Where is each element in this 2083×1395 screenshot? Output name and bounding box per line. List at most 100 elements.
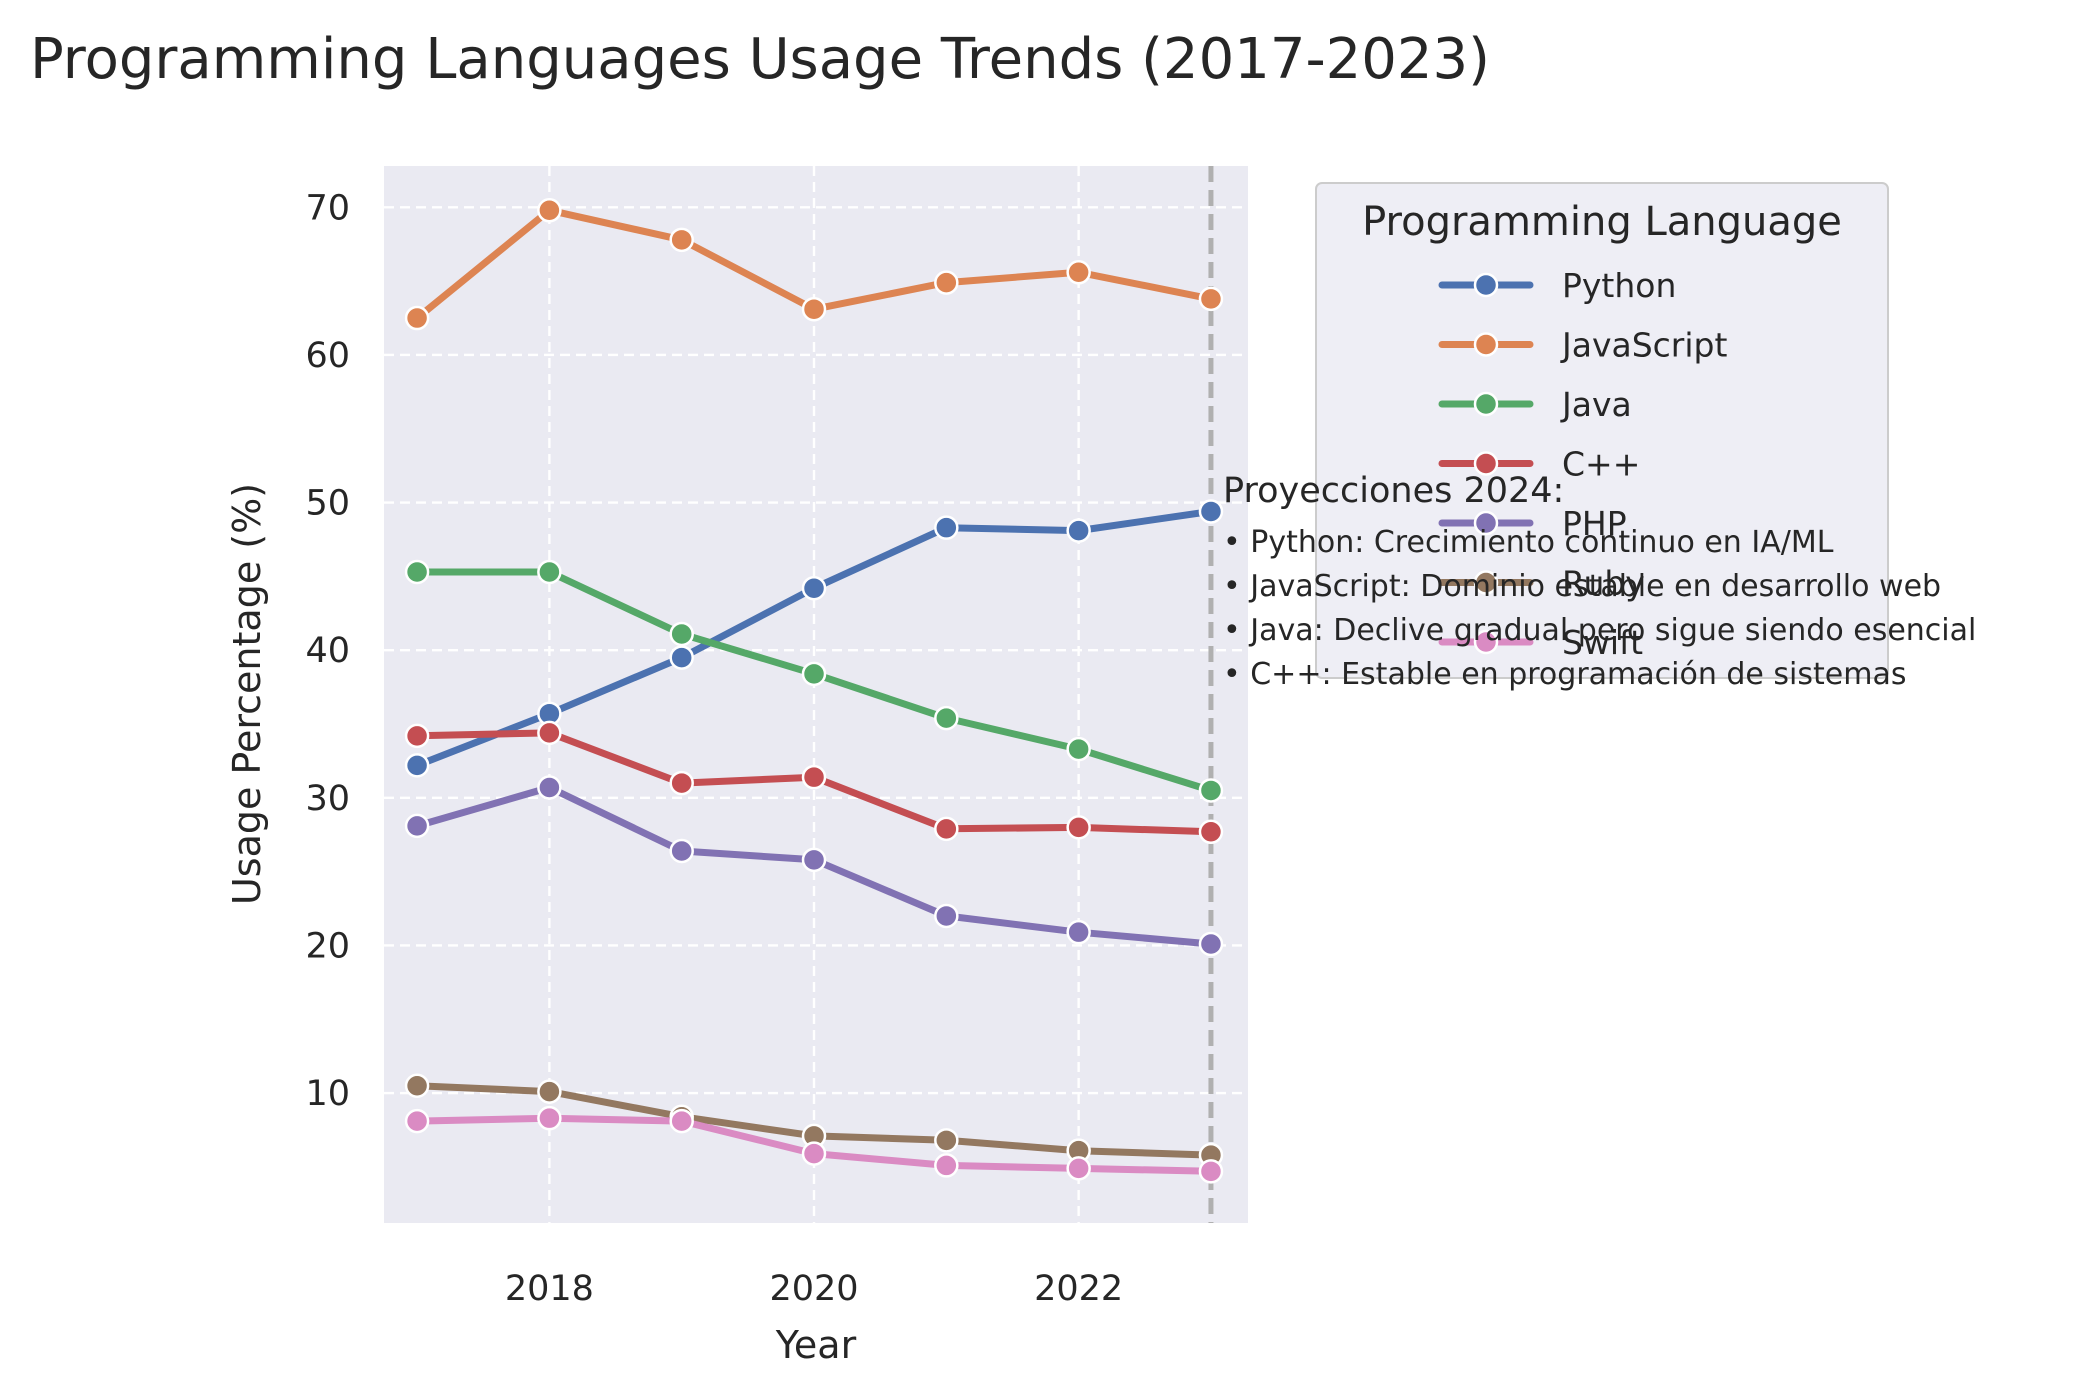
legend-title: Programming Language [1362,199,1842,245]
data-point-swift [934,1153,959,1178]
legend-marker [1473,510,1499,536]
data-point-ruby [537,1079,562,1104]
data-point-swift [537,1105,562,1131]
series-swift [404,1105,1224,1184]
legend-item-python: Python [1438,266,1676,305]
legend-items: Python JavaScript Java C++ PHP Ruby Swift [1438,266,1727,662]
data-point-swift [669,1108,694,1134]
legend-marker [1473,272,1499,298]
legend-label: Python [1562,266,1676,305]
legend: Programming Language Python JavaScript Jav… [1315,182,1889,679]
series-python [404,499,1224,778]
y-axis-label: Usage Percentage (%) [225,483,269,905]
annotation-line: • Java: Declive gradual pero sigue siend… [1223,613,1976,648]
data-point-javascript [669,227,694,253]
chart-title: Programming Languages Usage Trends (2017… [30,27,1490,92]
data-point-javascript [1198,286,1224,312]
annotation-heading: Proyecciones 2024: [1223,471,1564,511]
x-tick-label: 2020 [769,1269,858,1309]
data-point-cpp [1198,819,1224,845]
data-point-php [934,903,959,929]
x-axis-label: Year [775,1323,857,1367]
x-tick-label: 2022 [1034,1269,1123,1309]
y-tick-labels: 10 20 30 40 50 60 70 [305,188,350,1114]
plot-area [384,166,1248,1223]
legend-item-javascript: JavaScript [1438,326,1727,365]
x-tick-label: 2018 [505,1269,594,1309]
series-javascript [404,198,1224,331]
data-point-cpp [669,770,694,796]
data-point-java [1066,736,1091,762]
x-tick-labels: 2018 2020 2022 [505,1269,1123,1309]
data-point-swift [1198,1159,1224,1184]
y-tick-label: 20 [305,926,350,966]
data-point-php [404,813,430,839]
legend-label: Java [1560,385,1632,424]
annotation-line: • Python: Crecimiento continuo en IA/ML [1223,525,1834,560]
data-point-java [404,559,430,585]
data-point-javascript [404,305,430,331]
legend-label: Swift [1562,623,1643,662]
data-point-php [537,775,562,800]
y-tick-label: 30 [305,779,350,819]
data-point-php [1066,919,1091,945]
data-point-cpp [801,764,827,790]
annotation-line: • C++: Estable en programación de sistem… [1223,657,1906,692]
series-php [404,775,1224,957]
data-point-java [801,661,827,687]
data-point-python [404,753,430,778]
data-point-python [669,645,694,670]
series-lines [404,198,1224,1184]
legend-label: JavaScript [1560,326,1727,365]
data-point-cpp [404,723,430,749]
legend-marker [1473,629,1499,655]
data-point-javascript [801,296,827,322]
data-point-javascript [934,270,959,295]
legend-box [1315,182,1889,679]
data-point-php [669,838,694,864]
data-point-python [1066,518,1091,543]
data-point-java [934,705,959,731]
data-point-swift [801,1141,827,1166]
y-tick-label: 50 [305,484,350,524]
data-point-python [934,515,959,540]
data-point-php [1198,931,1224,957]
legend-marker [1473,451,1499,476]
data-point-php [801,847,827,873]
data-point-ruby [934,1128,959,1153]
data-point-javascript [1066,260,1091,285]
data-point-python [801,575,827,601]
data-point-ruby [404,1073,430,1098]
data-point-cpp [1066,815,1091,840]
data-point-cpp [934,816,959,842]
legend-item-cpp: C++ [1438,445,1640,484]
data-point-java [537,559,562,585]
annotation-line: • JavaScript: Dominio estable en desarro… [1223,569,1941,604]
legend-item-ruby: Ruby [1438,564,1645,603]
annotation-lines: • Python: Crecimiento continuo en IA/ML •… [1223,525,1976,692]
data-point-cpp [537,720,562,746]
legend-item-java: Java [1438,385,1632,424]
y-tick-label: 10 [305,1074,350,1114]
legend-label: Ruby [1562,564,1645,603]
series-cpp [404,720,1224,845]
y-tick-label: 70 [305,188,350,228]
y-tick-label: 40 [305,631,350,671]
legend-label: PHP [1562,504,1627,543]
legend-item-php: PHP [1438,504,1627,543]
legend-item-swift: Swift [1438,623,1643,662]
data-point-swift [404,1108,430,1134]
legend-marker [1473,332,1499,357]
annotation: Proyecciones 2024: • Python: Crecimiento… [1223,471,1976,692]
series-java [404,559,1224,803]
data-point-python [1198,499,1224,524]
data-point-java [1198,778,1224,803]
legend-label: C++ [1562,445,1640,484]
data-point-javascript [537,198,562,223]
legend-marker [1473,570,1499,595]
y-tick-label: 60 [305,336,350,376]
data-point-swift [1066,1156,1091,1181]
legend-marker [1473,391,1499,417]
data-point-java [669,621,694,647]
